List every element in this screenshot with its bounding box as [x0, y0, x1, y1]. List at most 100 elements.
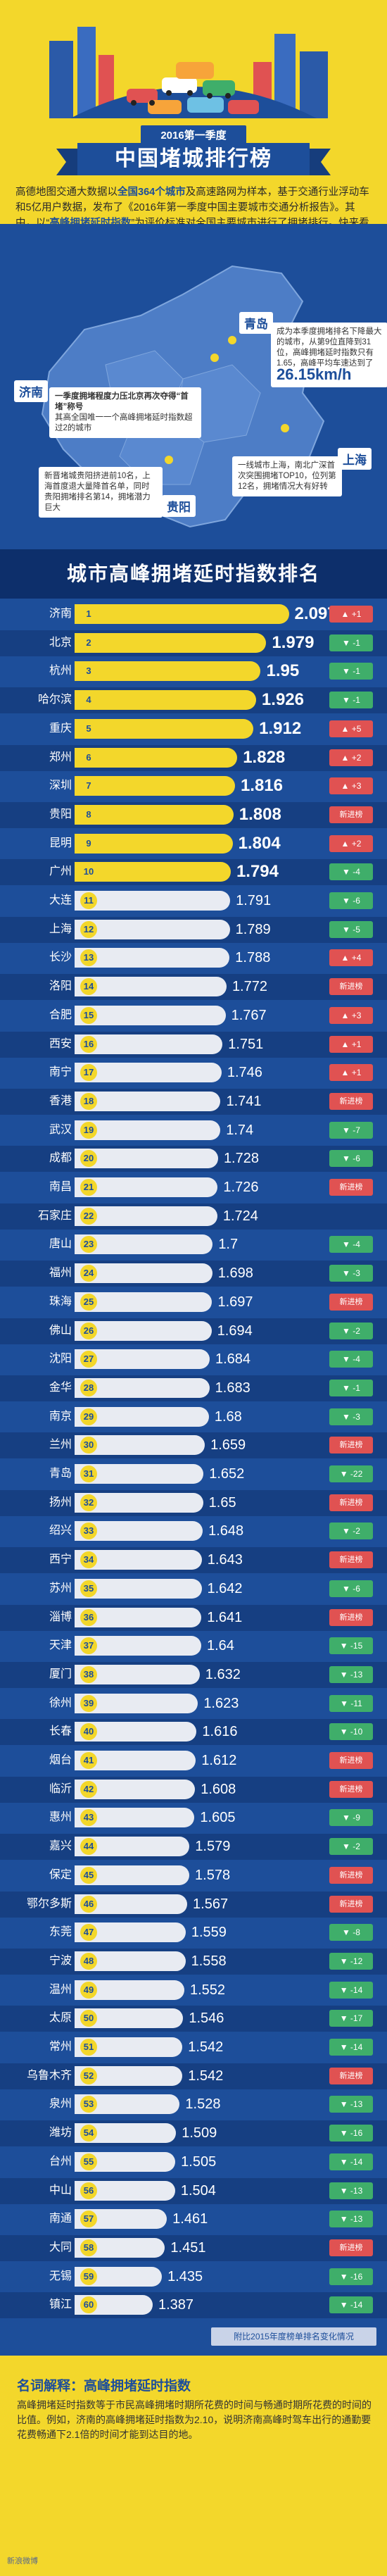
rank-number: 58: [80, 2239, 97, 2256]
ranking-row: 乌鲁木齐 52 1.542 新进榜: [0, 2062, 387, 2091]
row-stripe: [0, 1891, 387, 1918]
ranking-row: 香港 18 1.741 新进榜: [0, 1087, 387, 1116]
city-name: 保定: [49, 1868, 72, 1881]
city-name: 香港: [49, 1094, 72, 1107]
index-bar: [75, 690, 256, 711]
rank-number: 54: [80, 2125, 97, 2142]
index-bar: [75, 747, 238, 768]
rank-change-badge: 新进榜: [329, 2067, 373, 2084]
city-name: 重庆: [49, 722, 72, 734]
rank-change-badge: ▲ +2: [329, 834, 373, 852]
rank-change-badge: ▼ -13: [329, 1665, 373, 1683]
index-value: 1.505: [181, 2153, 217, 2170]
index-value: 1.612: [201, 1753, 237, 1768]
index-bar: [75, 804, 234, 825]
row-stripe: [0, 2120, 387, 2147]
ranking-row: 大同 58 1.451 新进榜: [0, 2234, 387, 2263]
rank-change-badge: ▲ +1: [329, 606, 373, 623]
rank-change-badge: ▼ -8: [329, 1924, 373, 1942]
index-value: 1.68: [214, 1408, 242, 1425]
ranking-row: 兰州 30 1.659 新进榜: [0, 1431, 387, 1460]
city-name: 天津: [49, 1639, 72, 1652]
rank-change-badge: 新进榜: [329, 1092, 373, 1110]
rank-change-badge: ▼ -12: [329, 1952, 373, 1970]
rank-number: 60: [80, 2296, 97, 2314]
city-name: 台州: [49, 2155, 72, 2168]
rank-number: 28: [80, 1379, 97, 1396]
rank-change-badge: ▼ -6: [329, 1580, 373, 1597]
qingdao-speed: 26.15km/h: [277, 365, 352, 383]
index-value: 1.683: [215, 1380, 250, 1396]
rank-change-badge: ▲ +3: [329, 1006, 373, 1024]
ranking-row: 杭州 3 1.95 ▼ -1: [0, 657, 387, 686]
rank-number: 40: [80, 1723, 97, 1741]
rank-number: 59: [80, 2268, 97, 2285]
ranking-row: 合肥 15 1.767 ▲ +3: [0, 1001, 387, 1030]
callout-shanghai: 一线城市上海，南北广深首次突围拥堵TOP10，位列第12名，拥堵情况大有好转: [232, 456, 342, 496]
rank-number: 31: [80, 1465, 97, 1482]
ranking-row: 台州 55 1.505 ▼ -14: [0, 2148, 387, 2177]
rank-number: 30: [80, 1437, 97, 1454]
index-value: 1.65: [208, 1494, 236, 1511]
index-value: 1.567: [193, 1896, 229, 1912]
city-name: 宁波: [49, 1954, 72, 1967]
ranking-row: 大连 11 1.791 ▼ -6: [0, 887, 387, 915]
index-value: 1.643: [207, 1552, 243, 1568]
city-name: 嘉兴: [49, 1840, 72, 1853]
city-name: 哈尔滨: [37, 694, 72, 706]
ranking-row: 厦门 38 1.632 ▼ -13: [0, 1661, 387, 1689]
index-value: 1.728: [223, 1151, 259, 1167]
city-name: 乌鲁木齐: [26, 2069, 72, 2082]
index-value: 1.694: [217, 1323, 253, 1339]
rank-number: 16: [80, 1035, 97, 1053]
city-name: 西宁: [49, 1553, 72, 1566]
index-bar: [75, 919, 230, 939]
index-value: 1.509: [182, 2125, 217, 2142]
rank-number: 27: [80, 1351, 97, 1368]
rank-change-badge: 新进榜: [329, 1895, 373, 1913]
ranking-row: 广州 10 1.794 ▼ -4: [0, 858, 387, 887]
ranking-row: 西安 16 1.751 ▲ +1: [0, 1030, 387, 1059]
ranking-row: 洛阳 14 1.772 新进榜: [0, 973, 387, 1001]
city-name: 镇江: [49, 2299, 72, 2311]
index-bar: [75, 632, 267, 653]
rank-change-badge: 新进榜: [329, 1608, 373, 1626]
ranking-row: 贵阳 8 1.808 新进榜: [0, 801, 387, 830]
rank-change-badge: ▼ -13: [329, 2211, 373, 2228]
rank-change-badge: ▼ -13: [329, 2182, 373, 2199]
index-value: 1.746: [227, 1065, 262, 1081]
rank-number: 8: [80, 806, 97, 823]
city-name: 兰州: [49, 1439, 72, 1451]
ranking-row: 南通 57 1.461 ▼ -13: [0, 2205, 387, 2234]
index-value: 1.632: [205, 1666, 241, 1682]
index-bar: [75, 862, 231, 882]
index-bar: [75, 1263, 212, 1284]
rank-number: 6: [80, 749, 97, 766]
rank-change-badge: ▼ -11: [329, 1694, 373, 1712]
footer-section: 名词解释：高峰拥堵延时指数 高峰拥堵延时指数等于市民高峰拥堵时期所花费的时间与畅…: [0, 2356, 387, 2576]
ranking-row: 保定 45 1.578 新进榜: [0, 1861, 387, 1890]
ranking-row: 哈尔滨 4 1.926 ▼ -1: [0, 686, 387, 715]
ranking-row: 青岛 31 1.652 ▼ -22: [0, 1460, 387, 1489]
ranking-row: 长春 40 1.616 ▼ -10: [0, 1718, 387, 1746]
ranking-row: 宁波 48 1.558 ▼ -12: [0, 1947, 387, 1976]
city-name: 长沙: [49, 951, 72, 964]
index-bar: [75, 1206, 217, 1226]
index-bar: [75, 1091, 221, 1111]
rank-number: 1: [80, 606, 97, 623]
ranking-row: 徐州 39 1.623 ▼ -11: [0, 1689, 387, 1718]
city-name: 大连: [49, 894, 72, 906]
city-name: 厦门: [49, 1668, 72, 1680]
index-bar: [75, 776, 235, 796]
index-value: 1.726: [223, 1180, 259, 1195]
rank-change-badge: ▼ -5: [329, 920, 373, 938]
city-name: 沈阳: [49, 1353, 72, 1365]
rank-number: 15: [80, 1006, 97, 1024]
rank-change-badge: ▼ -1: [329, 634, 373, 651]
city-name: 金华: [49, 1381, 72, 1394]
row-stripe: [0, 2292, 387, 2319]
city-name: 太原: [49, 2012, 72, 2025]
index-value: 1.912: [259, 718, 302, 738]
city-name: 扬州: [49, 1496, 72, 1508]
ranking-row: 北京 2 1.979 ▼ -1: [0, 629, 387, 658]
